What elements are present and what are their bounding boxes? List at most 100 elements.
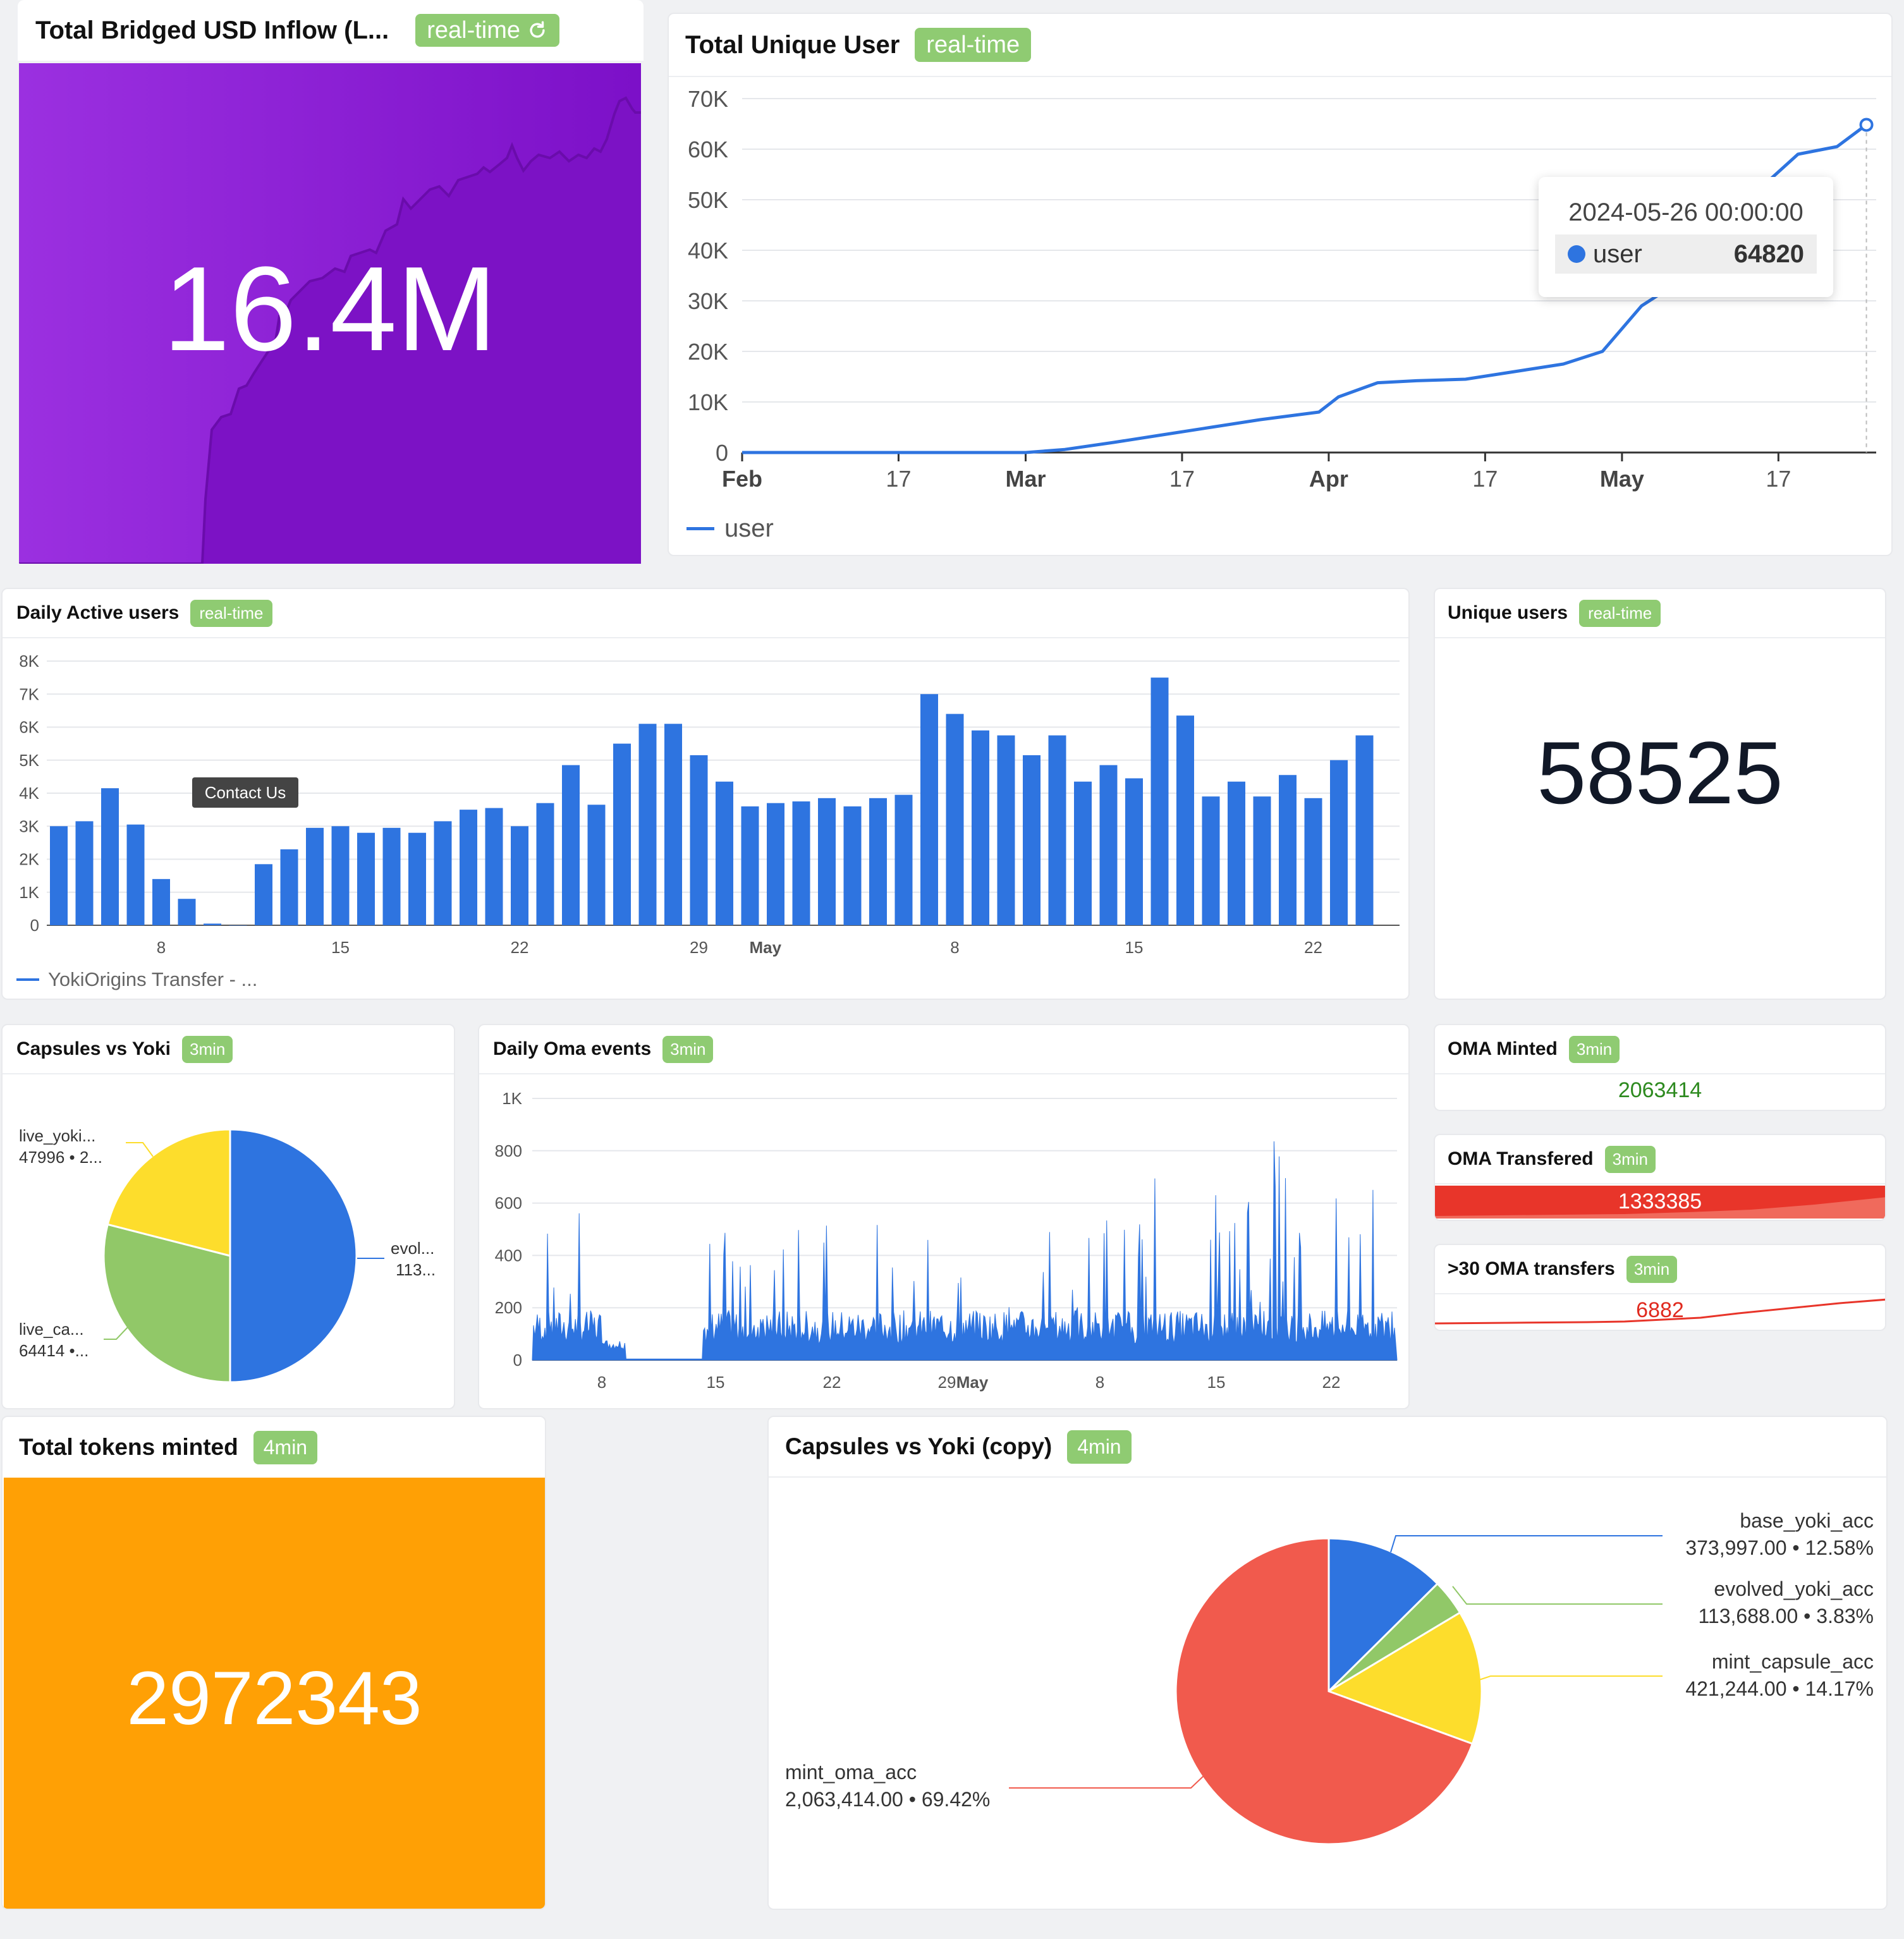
bar: [1150, 678, 1169, 925]
y-tick-label: 400: [495, 1246, 522, 1265]
bar: [460, 810, 477, 925]
realtime-badge: real-time: [190, 599, 272, 627]
oma-transfered-value: 1333385: [1618, 1189, 1702, 1213]
y-tick-label: 600: [495, 1194, 522, 1213]
x-tick-label: 8: [1095, 1373, 1104, 1392]
oma-30-transfers-card: >30 OMA transfers 3min 6882: [1434, 1244, 1886, 1331]
bar: [280, 849, 298, 925]
bar: [229, 925, 247, 926]
bar: [1228, 781, 1245, 925]
tooltip-row: user 64820: [1555, 234, 1817, 274]
oma-transfered-bar: 1333385: [1435, 1186, 1885, 1219]
bar: [1099, 765, 1118, 925]
refresh-badge[interactable]: real-time: [415, 14, 560, 47]
bar: [716, 781, 733, 925]
x-tick-label: 29: [690, 938, 708, 957]
oma-events-bar-chart[interactable]: 0 200 400 600 800 1K 8 15 22 29 May 8 15 22: [479, 1025, 1410, 1409]
oma-minted-card: OMA Minted 3min 2063414: [1434, 1024, 1886, 1111]
card-title: Capsules vs Yoki (copy): [785, 1433, 1053, 1459]
refresh-interval-badge: 3min: [1568, 1035, 1620, 1063]
x-tick-label: 15: [1207, 1373, 1226, 1392]
bar: [50, 826, 68, 925]
y-tick-label: 40K: [688, 238, 728, 264]
tooltip-date: 2024-05-26 00:00:00: [1568, 198, 1803, 226]
bar: [255, 864, 272, 925]
bar: [741, 806, 759, 925]
bar: [638, 724, 657, 925]
sparkline-area: [1435, 1197, 1885, 1219]
slice-label-detail: 373,997.00 • 12.58%: [1685, 1536, 1874, 1559]
y-tick-label: 3K: [19, 817, 39, 836]
badge-label: real-time: [427, 16, 521, 44]
card-title: Total Unique User: [685, 30, 900, 59]
contact-us-tooltip[interactable]: Contact Us: [192, 777, 298, 808]
legend-label: user: [724, 514, 774, 542]
slice-label-detail: 113...: [396, 1260, 436, 1279]
x-tick-label: Apr: [1309, 466, 1348, 492]
capsules-pie-chart[interactable]: live_yoki... 47996 • 2... evol... 113... liv…: [3, 1025, 455, 1409]
refresh-interval-badge: 3min: [1604, 1145, 1656, 1173]
hover-point: [1859, 118, 1874, 132]
bar: [613, 743, 631, 925]
bridged-inflow-sparkline: [19, 96, 641, 564]
tokens-minted-panel: 2972343: [4, 1478, 545, 1909]
slice-label-name: live_yoki...: [19, 1126, 95, 1145]
y-tick-label: 50K: [688, 187, 728, 213]
bar: [920, 694, 938, 925]
badge-label: 3min: [1612, 1149, 1648, 1169]
bar: [972, 730, 989, 925]
bar: [178, 899, 196, 925]
daily-oma-events-card: Daily Oma events 3min 0 200 400 600 800 1K 8 15…: [478, 1024, 1410, 1409]
bar: [997, 735, 1015, 925]
oma-30-value: 6882: [1636, 1298, 1684, 1322]
sparkline-line: [19, 96, 641, 564]
x-tick-label: 17: [1472, 466, 1498, 492]
y-tick-label: 1K: [19, 883, 39, 902]
bar: [1176, 715, 1194, 925]
card-header: Total tokens minted 4min: [3, 1417, 545, 1478]
bar: [357, 832, 375, 925]
bar: [331, 826, 350, 925]
chart-legend[interactable]: user: [687, 514, 774, 543]
x-tick-label: Mar: [1005, 466, 1046, 492]
bar: [101, 788, 119, 925]
refresh-interval-badge: 3min: [182, 1035, 233, 1063]
x-tick-label: 8: [950, 938, 959, 957]
capsules-copy-pie-chart[interactable]: base_yoki_acc 373,997.00 • 12.58% evolved_…: [769, 1417, 1888, 1910]
bar: [562, 765, 580, 925]
label-leader: [1479, 1675, 1663, 1681]
bar: [306, 827, 324, 925]
label-leader: [1452, 1586, 1663, 1605]
slice-label-detail: 47996 • 2...: [19, 1148, 102, 1167]
chart-legend[interactable]: YokiOrigins Transfer - ...: [16, 968, 257, 991]
bar: [126, 824, 145, 925]
refresh-icon: [530, 21, 545, 38]
daily-active-bar-chart[interactable]: 0 1K 2K 3K 4K 5K 6K 7K 8K 8 15 22 29 May 8 15 22: [3, 589, 1410, 1000]
x-tick-label: 22: [1322, 1373, 1341, 1392]
unique-user-line-chart[interactable]: 0 10K 20K 30K 40K 50K 60K 70K Feb 17 Mar 17 Apr 17 May…: [669, 14, 1893, 556]
x-tick-label: May: [750, 938, 782, 957]
y-tick-label: 0: [30, 916, 39, 935]
slice-label-name: base_yoki_acc: [1740, 1509, 1874, 1532]
refresh-interval-badge: 3min: [1626, 1255, 1678, 1283]
bar: [1355, 735, 1374, 925]
bar: [1253, 796, 1271, 925]
slice-label-detail: 113,688.00 • 3.83%: [1699, 1605, 1874, 1627]
card-title: Total tokens minted: [19, 1434, 238, 1460]
bridged-inflow-value: 16.4M: [162, 242, 497, 376]
bar: [382, 827, 401, 925]
card-title: >30 OMA transfers: [1448, 1258, 1615, 1279]
bar: [1279, 775, 1297, 925]
refresh-interval-badge: 3min: [662, 1035, 714, 1063]
x-tick-label: 17: [1766, 466, 1791, 492]
tooltip-value: 64820: [1733, 240, 1804, 268]
card-title: Daily Oma events: [493, 1038, 652, 1059]
slice-label-detail: 2,063,414.00 • 69.42%: [785, 1788, 990, 1811]
bar: [75, 821, 94, 925]
bar: [1304, 798, 1322, 925]
oma-minted-value: 2063414: [1618, 1078, 1702, 1102]
badge-label: 3min: [1576, 1039, 1613, 1059]
pie-slice-mint_oma_acc: [1175, 1537, 1474, 1845]
x-tick-label: May: [956, 1373, 989, 1392]
bar: [792, 801, 810, 925]
